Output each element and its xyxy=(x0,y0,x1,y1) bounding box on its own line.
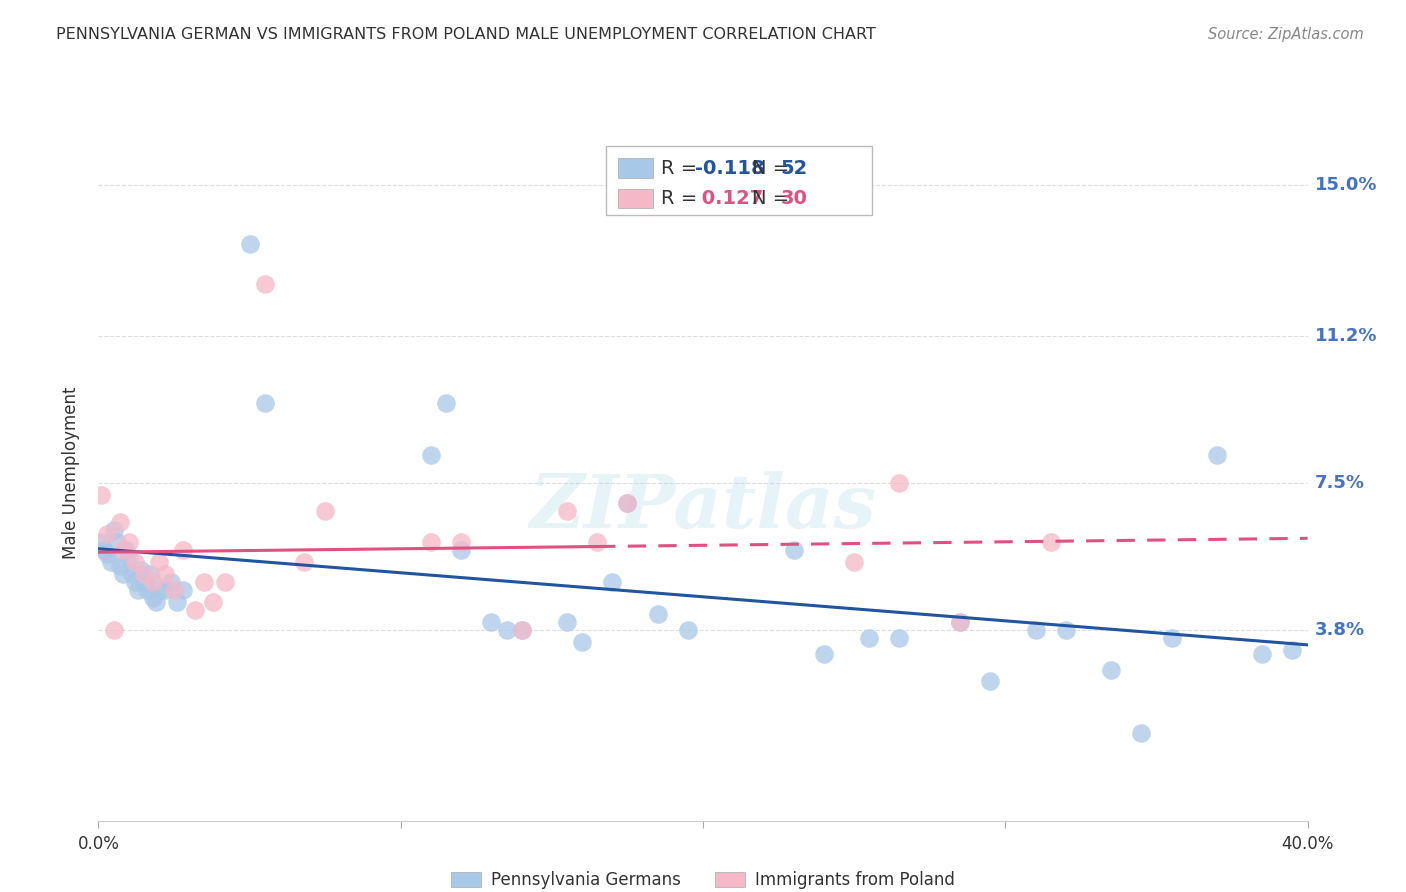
Point xyxy=(124,555,146,569)
Point xyxy=(844,555,866,569)
Point xyxy=(103,623,125,637)
Point xyxy=(166,595,188,609)
Point xyxy=(132,567,155,582)
Point xyxy=(1024,623,1046,637)
Point xyxy=(419,448,441,462)
Point xyxy=(163,582,186,597)
Text: 3.8%: 3.8% xyxy=(1315,621,1365,639)
Text: Source: ZipAtlas.com: Source: ZipAtlas.com xyxy=(1208,27,1364,42)
Point xyxy=(127,582,149,597)
Point xyxy=(1206,448,1229,462)
Point xyxy=(949,615,972,629)
Text: R =: R = xyxy=(661,189,703,208)
Text: 0.127: 0.127 xyxy=(695,189,763,208)
Point xyxy=(434,396,457,410)
Point xyxy=(124,575,146,590)
Text: 30: 30 xyxy=(780,189,807,208)
Text: 7.5%: 7.5% xyxy=(1315,474,1365,491)
Point xyxy=(160,575,183,590)
Point xyxy=(172,582,194,597)
Point xyxy=(602,575,624,590)
Point xyxy=(510,623,533,637)
Point xyxy=(419,535,441,549)
Point xyxy=(647,607,669,621)
Point xyxy=(90,535,112,549)
Point xyxy=(616,495,638,509)
Text: R =: R = xyxy=(661,159,703,178)
Point xyxy=(1251,647,1274,661)
Point xyxy=(292,555,315,569)
Point xyxy=(108,516,131,530)
Point xyxy=(142,591,165,605)
Point xyxy=(129,563,152,577)
Point xyxy=(510,623,533,637)
Point xyxy=(105,535,128,549)
Point xyxy=(676,623,699,637)
Point xyxy=(193,575,215,590)
Point xyxy=(1054,623,1077,637)
Point xyxy=(858,631,880,645)
Point xyxy=(1039,535,1062,549)
Text: -0.118: -0.118 xyxy=(695,159,765,178)
Point xyxy=(1160,631,1182,645)
Point xyxy=(253,277,276,291)
Point xyxy=(148,582,170,597)
Point xyxy=(239,237,262,252)
Point xyxy=(889,475,911,490)
Point xyxy=(495,623,517,637)
Y-axis label: Male Unemployment: Male Unemployment xyxy=(62,386,80,559)
Point xyxy=(172,543,194,558)
Text: N =: N = xyxy=(752,189,796,208)
Point xyxy=(118,551,141,566)
Point xyxy=(481,615,503,629)
Point xyxy=(145,595,167,609)
Point xyxy=(148,555,170,569)
Legend: Pennsylvania Germans, Immigrants from Poland: Pennsylvania Germans, Immigrants from Po… xyxy=(444,864,962,892)
Point xyxy=(93,543,115,558)
Point xyxy=(96,547,118,561)
Point xyxy=(135,582,157,597)
Point xyxy=(121,567,143,582)
Point xyxy=(96,527,118,541)
Point xyxy=(103,524,125,538)
Point xyxy=(111,543,134,558)
Point xyxy=(253,396,276,410)
Text: PENNSYLVANIA GERMAN VS IMMIGRANTS FROM POLAND MALE UNEMPLOYMENT CORRELATION CHAR: PENNSYLVANIA GERMAN VS IMMIGRANTS FROM P… xyxy=(56,27,876,42)
Point xyxy=(555,615,578,629)
Point xyxy=(111,567,134,582)
Point xyxy=(979,674,1001,689)
Point xyxy=(139,567,162,582)
Point xyxy=(184,603,207,617)
Point xyxy=(314,503,336,517)
Point xyxy=(782,543,804,558)
Point xyxy=(90,488,112,502)
Text: 15.0%: 15.0% xyxy=(1315,176,1376,194)
Point xyxy=(100,555,122,569)
Point xyxy=(1281,642,1303,657)
Point xyxy=(813,647,835,661)
Point xyxy=(1130,726,1153,740)
Point xyxy=(153,567,176,582)
Point xyxy=(450,535,472,549)
Point xyxy=(949,615,972,629)
Point xyxy=(202,595,225,609)
Point xyxy=(108,559,131,574)
Point xyxy=(214,575,236,590)
Point xyxy=(153,582,176,597)
Point xyxy=(586,535,609,549)
Point xyxy=(450,543,472,558)
Point xyxy=(555,503,578,517)
Text: ZIPatlas: ZIPatlas xyxy=(530,471,876,544)
Point xyxy=(114,543,136,558)
Point xyxy=(118,535,141,549)
Text: 52: 52 xyxy=(780,159,808,178)
Text: 11.2%: 11.2% xyxy=(1315,326,1376,344)
Point xyxy=(889,631,911,645)
Point xyxy=(571,634,593,648)
Point xyxy=(1099,663,1122,677)
Point xyxy=(132,575,155,590)
Text: N =: N = xyxy=(752,159,796,178)
Point xyxy=(142,575,165,590)
Point xyxy=(616,495,638,509)
